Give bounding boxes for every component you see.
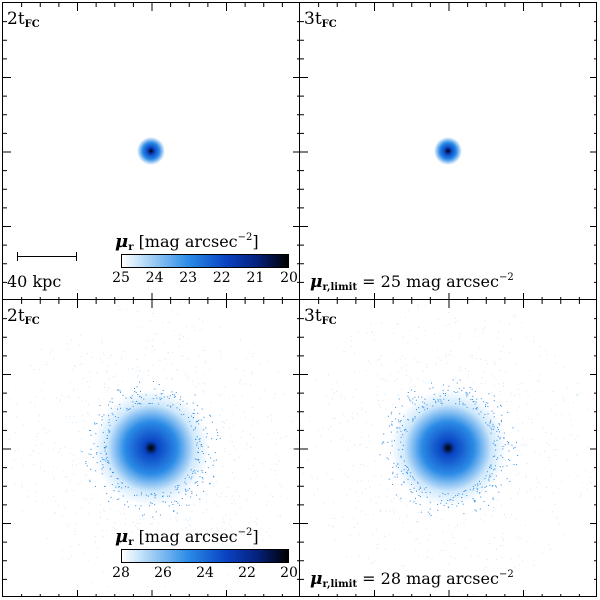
colorbar-tick-label: 28	[112, 565, 130, 581]
colorbar-gradient	[121, 549, 289, 563]
limit-label: μr,limit = 25 mag arcsec−2	[310, 272, 514, 293]
panel-bottom-right: 3tFC μr,limit = 28 mag arcsec−2	[299, 299, 597, 597]
colorbar-tick-label: 26	[154, 565, 172, 581]
panel-top-left: 2tFC μr [mag arcsec−2] 25 24 23 22 21 20 40 k…	[2, 2, 300, 300]
panel-top-right: 3tFC μr,limit = 25 mag arcsec−2	[299, 2, 597, 300]
galaxy-image	[434, 137, 462, 165]
axis-ticks	[3, 300, 299, 596]
colorbar-tick-label: 20	[280, 565, 298, 581]
axis-ticks	[300, 300, 596, 596]
time-label: 2tFC	[7, 9, 40, 30]
scale-bar-label: 40 kpc	[7, 272, 62, 291]
galaxy-halo	[434, 137, 462, 165]
time-label: 3tFC	[304, 306, 337, 327]
colorbar-label: μr [mag arcsec−2]	[115, 231, 259, 253]
colorbar-tick-label: 23	[179, 270, 198, 286]
axis-ticks	[3, 3, 299, 299]
scale-bar: 40 kpc	[7, 252, 77, 291]
galaxy-image	[9, 302, 298, 596]
galaxy-image	[302, 300, 592, 596]
time-label: 3tFC	[304, 9, 337, 30]
galaxy-halo	[137, 137, 165, 165]
scale-bar-line	[17, 252, 77, 261]
colorbar-tick-label: 21	[246, 270, 265, 286]
galaxy-halo	[390, 390, 506, 506]
colorbar: μr [mag arcsec−2] 28 26 24 22 20	[112, 526, 298, 581]
limit-label: μr,limit = 28 mag arcsec−2	[310, 569, 514, 590]
colorbar-label: μr [mag arcsec−2]	[115, 526, 259, 548]
colorbar: μr [mag arcsec−2] 25 24 23 22 21 20	[112, 231, 298, 286]
colorbar-tick-label: 22	[238, 565, 256, 581]
axis-ticks	[300, 3, 596, 299]
colorbar-tick-label: 25	[112, 270, 130, 286]
colorbar-tick-label: 22	[212, 270, 231, 286]
colorbar-ticks: 28 26 24 22 20	[112, 563, 298, 581]
colorbar-tick-label: 24	[196, 565, 214, 581]
colorbar-tick-label: 24	[145, 270, 164, 286]
colorbar-gradient	[121, 254, 289, 268]
colorbar-tick-label: 20	[280, 270, 298, 286]
panel-bottom-left: 2tFC μr [mag arcsec−2] 28 26 24 22 20	[2, 299, 300, 597]
time-label: 2tFC	[7, 306, 40, 327]
galaxy-halo	[93, 390, 209, 506]
colorbar-ticks: 25 24 23 22 21 20	[112, 268, 298, 286]
galaxy-image	[137, 137, 165, 165]
